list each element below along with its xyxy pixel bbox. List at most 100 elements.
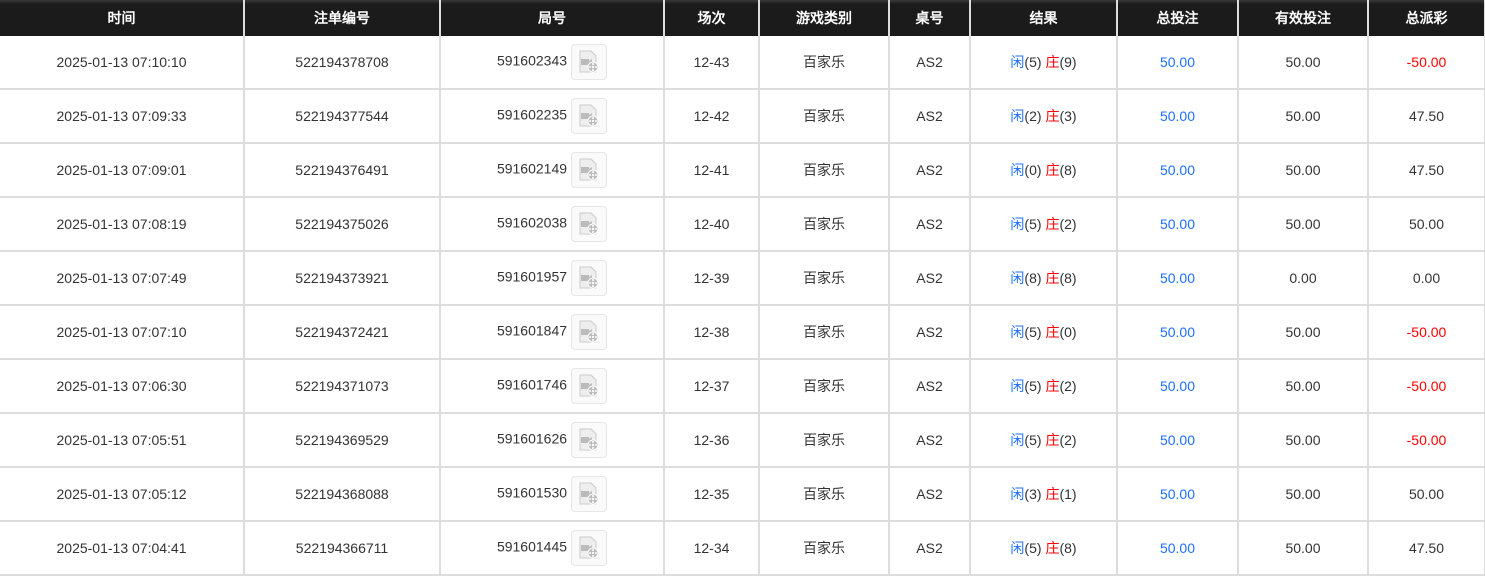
payout-cell: -50.00	[1367, 36, 1485, 90]
shoe-cell: 12-34	[663, 521, 760, 576]
table-row: 2025-01-13 07:09:33 522194377544 5916022…	[0, 89, 1485, 144]
bet-id-cell: 522194373921	[243, 251, 441, 306]
column-header: 总派彩	[1368, 0, 1485, 36]
banker-score: (8)	[1059, 270, 1077, 286]
payout-cell: 47.50	[1367, 89, 1485, 144]
result-cell: 闲(5) 庄(0)	[969, 305, 1118, 360]
round-number: 591601957	[496, 268, 568, 285]
player-score: (5)	[1024, 54, 1042, 70]
round-number: 591601746	[496, 376, 568, 393]
round-number: 591602038	[496, 214, 568, 231]
total-bet-cell: 50.00	[1116, 251, 1239, 306]
valid-bet-cell: 50.00	[1237, 89, 1369, 144]
round-number: 591602149	[496, 160, 568, 177]
banker-label: 庄	[1045, 540, 1060, 556]
total-bet-cell: 50.00	[1116, 413, 1239, 468]
shoe-cell: 12-41	[663, 143, 760, 198]
table-row: 2025-01-13 07:05:51 522194369529 5916016…	[0, 413, 1485, 468]
video-replay-icon[interactable]	[571, 98, 608, 134]
total-bet-cell: 50.00	[1116, 197, 1239, 252]
column-header: 总投注	[1117, 0, 1239, 36]
shoe-cell: 12-35	[663, 467, 760, 522]
player-score: (5)	[1024, 540, 1042, 556]
video-replay-icon[interactable]	[571, 206, 608, 242]
game-type-cell: 百家乐	[758, 89, 890, 144]
video-replay-icon[interactable]	[571, 368, 608, 404]
result-cell: 闲(5) 庄(8)	[969, 521, 1118, 576]
game-type-cell: 百家乐	[758, 521, 890, 576]
result-cell: 闲(5) 庄(9)	[969, 36, 1118, 90]
video-replay-icon[interactable]	[571, 152, 608, 188]
payout-cell: -50.00	[1367, 413, 1485, 468]
bet-id-cell: 522194366711	[243, 521, 441, 576]
video-replay-icon[interactable]	[571, 476, 608, 512]
payout-cell: 50.00	[1367, 197, 1485, 252]
total-bet-cell: 50.00	[1116, 143, 1239, 198]
video-replay-icon[interactable]	[571, 314, 608, 350]
round-number: 591601445	[496, 538, 568, 555]
round-number: 591602343	[496, 52, 568, 69]
round-cell: 591602149	[439, 143, 665, 198]
total-bet-cell: 50.00	[1116, 359, 1239, 414]
round-number: 591601847	[496, 322, 568, 339]
payout-cell: 0.00	[1367, 251, 1485, 306]
payout-cell: 47.50	[1367, 521, 1485, 576]
player-label: 闲	[1010, 54, 1025, 70]
banker-score: (3)	[1059, 108, 1077, 124]
video-replay-icon[interactable]	[571, 44, 608, 80]
valid-bet-cell: 50.00	[1237, 359, 1369, 414]
video-replay-icon[interactable]	[571, 260, 608, 296]
column-header: 局号	[440, 0, 665, 36]
total-bet-cell: 50.00	[1116, 36, 1239, 90]
banker-score: (0)	[1059, 324, 1077, 340]
time-cell: 2025-01-13 07:08:19	[0, 197, 245, 252]
banker-score: (9)	[1059, 54, 1077, 70]
table-cell: AS2	[888, 197, 971, 252]
valid-bet-cell: 50.00	[1237, 413, 1369, 468]
round-cell: 591601530	[439, 467, 665, 522]
bet-id-cell: 522194372421	[243, 305, 441, 360]
player-score: (0)	[1024, 162, 1042, 178]
player-label: 闲	[1010, 540, 1025, 556]
bet-id-cell: 522194369529	[243, 413, 441, 468]
table-cell: AS2	[888, 413, 971, 468]
game-type-cell: 百家乐	[758, 359, 890, 414]
banker-label: 庄	[1045, 216, 1060, 232]
time-cell: 2025-01-13 07:09:01	[0, 143, 245, 198]
round-cell: 591602038	[439, 197, 665, 252]
valid-bet-cell: 50.00	[1237, 143, 1369, 198]
table-row: 2025-01-13 07:07:49 522194373921 5916019…	[0, 251, 1485, 306]
round-cell: 591601626	[439, 413, 665, 468]
player-label: 闲	[1010, 108, 1025, 124]
video-replay-icon[interactable]	[571, 422, 608, 458]
valid-bet-cell: 50.00	[1237, 197, 1369, 252]
table-cell: AS2	[888, 359, 971, 414]
round-cell: 591601847	[439, 305, 665, 360]
banker-score: (8)	[1059, 162, 1077, 178]
banker-score: (2)	[1059, 378, 1077, 394]
column-header: 时间	[0, 0, 245, 36]
round-number: 591602235	[496, 106, 568, 123]
round-cell: 591601445	[439, 521, 665, 576]
table-row: 2025-01-13 07:10:10 522194378708 5916023…	[0, 36, 1485, 90]
player-score: (2)	[1024, 108, 1042, 124]
player-label: 闲	[1010, 432, 1025, 448]
total-bet-cell: 50.00	[1116, 521, 1239, 576]
video-replay-icon[interactable]	[571, 530, 608, 566]
time-cell: 2025-01-13 07:06:30	[0, 359, 245, 414]
game-type-cell: 百家乐	[758, 251, 890, 306]
round-number: 591601530	[496, 484, 568, 501]
column-header: 有效投注	[1238, 0, 1369, 36]
payout-cell: -50.00	[1367, 305, 1485, 360]
time-cell: 2025-01-13 07:05:51	[0, 413, 245, 468]
player-score: (5)	[1024, 432, 1042, 448]
bet-id-cell: 522194375026	[243, 197, 441, 252]
payout-cell: -50.00	[1367, 359, 1485, 414]
bet-id-cell: 522194371073	[243, 359, 441, 414]
shoe-cell: 12-38	[663, 305, 760, 360]
bet-id-cell: 522194376491	[243, 143, 441, 198]
banker-score: (1)	[1059, 486, 1077, 502]
table-row: 2025-01-13 07:04:41 522194366711 5916014…	[0, 521, 1485, 576]
banker-score: (2)	[1059, 216, 1077, 232]
table-row: 2025-01-13 07:08:19 522194375026 5916020…	[0, 197, 1485, 252]
